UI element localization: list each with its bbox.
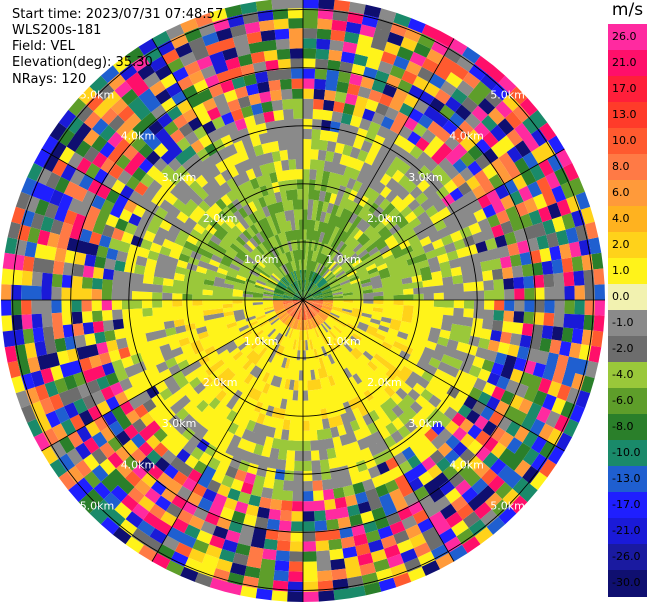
colorbar-swatch <box>608 76 647 103</box>
colorbar-unit: m/s <box>611 0 644 20</box>
colorbar-tick-label: 13.0 <box>612 108 637 121</box>
gate-group <box>22 0 585 591</box>
gate-group <box>14 0 599 572</box>
colorbar-tick-label: -10.0 <box>612 446 641 459</box>
range-ring-label: 3.0km <box>408 417 443 430</box>
colorbar-tick-label: -6.0 <box>612 394 634 407</box>
colorbar-swatch <box>608 154 647 181</box>
colorbar-tick-label: -4.0 <box>612 368 634 381</box>
colorbar-swatch <box>608 310 647 337</box>
colorbar-tick-label: 1.0 <box>612 264 630 277</box>
range-ring-label: 1.0km <box>326 253 361 266</box>
range-ring-label: 3.0km <box>162 171 197 184</box>
range-ring-label: 5.0km <box>490 89 525 102</box>
nrays-label: NRays: 120 <box>12 72 87 87</box>
range-ring-label: 2.0km <box>367 212 402 225</box>
range-ring-label: 1.0km <box>326 335 361 348</box>
colorbar-tick-label: 8.0 <box>612 160 630 173</box>
colorbar-swatch <box>608 544 647 571</box>
colorbar-tick-label: 10.0 <box>612 134 637 147</box>
gate-group <box>1 8 592 602</box>
range-ring-label: 4.0km <box>449 130 484 143</box>
instrument-label: WLS200s-181 <box>12 23 102 38</box>
colorbar-tick-label: 17.0 <box>612 82 637 95</box>
range-ring <box>186 183 420 417</box>
colorbar-tick-label: 6.0 <box>612 186 630 199</box>
range-ring-label: 5.0km <box>80 89 115 102</box>
colorbar-tick-label: 26.0 <box>612 30 637 43</box>
range-ring-label: 4.0km <box>121 130 156 143</box>
gate-group <box>108 91 505 505</box>
range-ring-label: 5.0km <box>490 499 525 512</box>
range-ring-label: 2.0km <box>203 212 238 225</box>
colorbar-tick-label: -26.0 <box>612 550 641 563</box>
colorbar-swatch <box>608 232 647 259</box>
range-ring <box>70 67 536 533</box>
colorbar-tick-label: -17.0 <box>612 498 641 511</box>
range-ring <box>12 9 594 591</box>
colorbar-swatch <box>608 50 647 77</box>
range-ring-label: 1.0km <box>244 335 279 348</box>
start-time-label: Start time: 2023/07/31 07:48:57 <box>12 7 224 22</box>
azimuth-spoke <box>41 148 304 301</box>
range-ring-label: 5.0km <box>80 499 115 512</box>
colorbar-tick-label: -13.0 <box>612 472 641 485</box>
range-ring <box>244 241 362 359</box>
colorbar-tick-label: -21.0 <box>612 524 641 537</box>
colorbar-swatch <box>608 388 647 415</box>
colorbar-tick-label: 2.0 <box>612 238 630 251</box>
colorbar-swatch <box>608 518 647 545</box>
range-ring-label: 2.0km <box>203 376 238 389</box>
colorbar-swatch <box>608 440 647 467</box>
range-ring <box>128 125 478 475</box>
colorbar-swatch <box>608 258 647 285</box>
colorbar-swatch <box>608 362 647 389</box>
azimuth-spoke <box>151 38 304 301</box>
field-label: Field: VEL <box>12 39 75 54</box>
colorbar-tick-label: 21.0 <box>612 56 637 69</box>
colorbar-swatch <box>608 466 647 493</box>
elevation-label: Elevation(deg): 35.30 <box>12 55 153 70</box>
colorbar-tick-label: -30.0 <box>612 576 641 589</box>
colorbar-swatch <box>608 336 647 363</box>
gate-group <box>2 8 605 602</box>
azimuth-spoke <box>302 299 455 562</box>
range-ring-label: 3.0km <box>408 171 443 184</box>
colorbar-swatch <box>608 102 647 129</box>
colorbar-swatch <box>608 492 647 519</box>
range-ring-label: 4.0km <box>121 458 156 471</box>
colorbar-swatch <box>608 206 647 233</box>
colorbar-swatch <box>608 24 647 51</box>
colorbar-tick-label: -2.0 <box>612 342 634 355</box>
azimuth-spoke <box>302 148 565 301</box>
range-ring-label: 1.0km <box>244 253 279 266</box>
azimuth-spoke <box>302 38 455 301</box>
azimuth-spoke <box>41 299 304 452</box>
colorbar-tick-label: 0.0 <box>612 290 630 303</box>
colorbar-swatch <box>608 180 647 207</box>
azimuth-spoke <box>302 299 565 452</box>
colorbar-swatch <box>608 128 647 155</box>
range-ring-label: 3.0km <box>162 417 197 430</box>
colorbar-tick-label: 4.0 <box>612 212 630 225</box>
velocity-gates <box>1 0 605 602</box>
colorbar-swatch <box>608 570 647 597</box>
colorbar-tick-label: -8.0 <box>612 420 634 433</box>
colorbar-swatch <box>608 284 647 311</box>
range-ring-label: 2.0km <box>367 376 402 389</box>
colorbar-tick-label: -1.0 <box>612 316 634 329</box>
gate-group <box>21 31 605 582</box>
colorbar-swatch <box>608 414 647 441</box>
azimuth-spoke <box>151 299 304 562</box>
range-ring-label: 4.0km <box>449 458 484 471</box>
